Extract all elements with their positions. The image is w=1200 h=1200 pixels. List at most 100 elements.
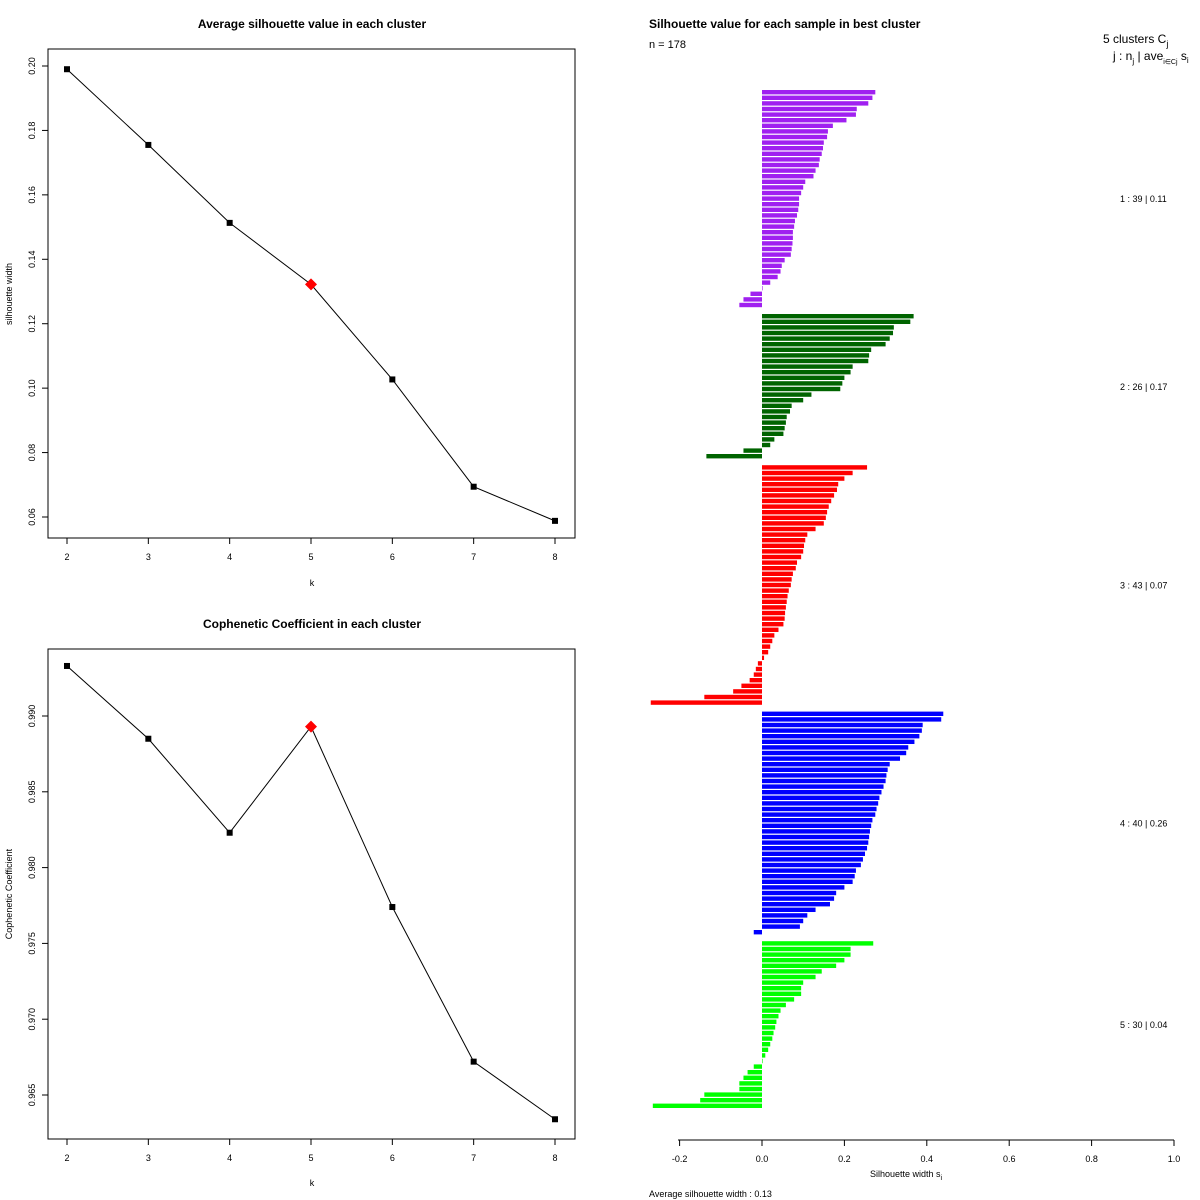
cophenetic-ytick-label: 0.980: [27, 856, 37, 879]
cophenetic-xtick-label: 4: [227, 1153, 232, 1163]
silhouette-bar-cluster-4: [762, 896, 835, 901]
cophenetic-ylabel: Cophenetic Coefficient: [4, 848, 14, 939]
silhouette-bar-cluster-1: [762, 286, 763, 291]
silhouette-bar-cluster-4: [762, 812, 876, 817]
silhouette-x-axis: -0.2 0.0 0.2 0.4 0.6 0.8 1.0: [672, 1140, 1180, 1164]
silhouette-bar-cluster-3: [762, 465, 868, 470]
avg-silhouette-axes: 2 3 4 5 6 7 8 0.06 0.08 0.10 0.12 0.14 0.16 0.18 0.20: [27, 57, 558, 562]
silhouette-bar-cluster-1: [762, 151, 822, 156]
silhouette-bar-cluster-5: [743, 1075, 762, 1080]
silhouette-bar-cluster-5: [762, 941, 874, 946]
silhouette-bar-cluster-2: [762, 342, 886, 347]
silhouette-bar-cluster-1: [762, 269, 781, 274]
silhouette-bar-cluster-5: [762, 946, 851, 952]
silhouette-bar-cluster-2: [762, 398, 804, 403]
silhouette-bar-cluster-3: [733, 689, 762, 694]
silhouette-bar-cluster-1: [762, 241, 793, 246]
silhouette-bar-cluster-4: [762, 818, 873, 823]
cluster-labels: 1 : 39 | 0.11 2 : 26 | 0.17 3 : 43 | 0.07 4…: [1120, 194, 1167, 1030]
silhouette-bar-cluster-3: [762, 515, 826, 520]
avg-silhouette-xtick-label: 8: [552, 552, 557, 562]
cophenetic-title: Cophenetic Coefficient in each cluster: [203, 617, 421, 631]
silhouette-bar-cluster-1: [762, 112, 856, 117]
silhouette-bar-cluster-4: [762, 795, 880, 800]
silhouette-bar-cluster-3: [704, 694, 762, 700]
silhouette-bar-cluster-3: [762, 526, 816, 532]
avg-silhouette-plot-frame: [47, 48, 576, 539]
silhouette-bar-cluster-3: [762, 476, 845, 481]
silhouette-bar-cluster-3: [762, 538, 806, 543]
silhouette-bar-cluster-4: [762, 717, 942, 722]
silhouette-bar-cluster-2: [762, 364, 853, 369]
silhouette-bar-cluster-4: [762, 711, 944, 716]
avg-silhouette-xtick-label: 2: [64, 552, 69, 562]
silhouette-bar-cluster-4: [762, 762, 890, 767]
silhouette-bar-cluster-1: [762, 218, 795, 224]
legend-title-subscript: j: [1165, 39, 1168, 49]
sample-count-label: n = 178: [649, 39, 686, 51]
avg-silhouette-title: Average silhouette value in each cluster: [198, 17, 427, 31]
cophenetic-points: [64, 662, 558, 1123]
cophenetic-line: [66, 665, 556, 1120]
silhouette-bar-cluster-1: [762, 179, 806, 184]
silhouette-bar-cluster-4: [762, 902, 830, 907]
silhouette-bar-cluster-2: [762, 347, 872, 352]
avg-silhouette-xtick-label: 3: [146, 552, 151, 562]
silhouette-bar-cluster-1: [762, 263, 782, 268]
silhouette-bar-cluster-4: [762, 806, 877, 812]
silhouette-bar-cluster-1: [762, 185, 804, 190]
silhouette-bar-cluster-3: [762, 554, 802, 560]
cophenetic-point: [145, 735, 152, 742]
silhouette-bar-cluster-3: [753, 672, 762, 677]
cophenetic-ytick-label: 0.970: [27, 1008, 37, 1031]
silhouette-bar-cluster-5: [700, 1098, 762, 1103]
silhouette-bar-cluster-3: [762, 504, 829, 509]
cophenetic-ytick-label: 0.990: [27, 705, 37, 728]
silhouette-bar-cluster-3: [762, 482, 839, 487]
silhouette-bar-cluster-1: [762, 246, 792, 252]
silhouette-bar-cluster-5: [762, 991, 802, 996]
silhouette-bar-cluster-4: [762, 829, 870, 834]
legend-column-header: j : nj | avei∈Cj si: [1112, 49, 1189, 66]
cophenetic-xtick-label: 2: [64, 1153, 69, 1163]
silhouette-bar-cluster-2: [762, 437, 775, 442]
cophenetic-point: [64, 662, 70, 669]
silhouette-bar-cluster-4: [762, 874, 855, 879]
silhouette-bar-cluster-4: [762, 773, 887, 778]
silhouette-bar-cluster-4: [762, 750, 907, 756]
silhouette-bar-cluster-4: [762, 885, 845, 890]
cophenetic-highlight-point: [305, 720, 317, 733]
silhouette-bar-cluster-5: [704, 1092, 762, 1097]
cophenetic-xtick-label: 8: [552, 1153, 557, 1163]
silhouette-bar-cluster-4: [762, 913, 808, 918]
silhouette-bar-cluster-2: [762, 358, 869, 364]
silhouette-bar-cluster-5: [762, 1042, 771, 1047]
silhouette-bar-cluster-3: [762, 594, 788, 599]
silhouette-bar-cluster-2: [762, 353, 870, 358]
silhouette-plot-title: Silhouette value for each sample in best…: [649, 17, 921, 31]
silhouette-bar-cluster-1: [762, 224, 795, 229]
silhouette-bar-cluster-5: [762, 1030, 774, 1036]
legend-title: 5 clusters Cj: [1103, 32, 1168, 49]
avg-silhouette-ytick-label: 0.16: [27, 186, 37, 204]
silhouette-bar-cluster-3: [762, 571, 793, 576]
avg-silhouette-xtick-label: 6: [390, 552, 395, 562]
silhouette-bar-cluster-5: [762, 1053, 766, 1058]
avg-silhouette-ytick-label: 0.06: [27, 508, 37, 526]
silhouette-xtick-label: 1.0: [1168, 1154, 1181, 1164]
cophenetic-xtick-label: 3: [146, 1153, 151, 1163]
silhouette-bar-cluster-4: [762, 857, 863, 862]
silhouette-bar-cluster-3: [762, 610, 786, 616]
silhouette-bar-cluster-5: [762, 969, 822, 974]
silhouette-bar-cluster-3: [762, 493, 835, 498]
silhouette-bar-cluster-2: [762, 386, 841, 392]
silhouette-bar-cluster-3: [762, 622, 784, 627]
silhouette-bar-cluster-4: [762, 790, 882, 795]
cophenetic-ytick-label: 0.965: [27, 1084, 37, 1107]
cluster-label-5: 5 : 30 | 0.04: [1120, 1020, 1167, 1030]
silhouette-bar-cluster-1: [762, 129, 828, 134]
avg-silhouette-point: [145, 141, 152, 148]
silhouette-bar-cluster-5: [747, 1070, 762, 1075]
silhouette-bar-cluster-3: [762, 510, 828, 515]
